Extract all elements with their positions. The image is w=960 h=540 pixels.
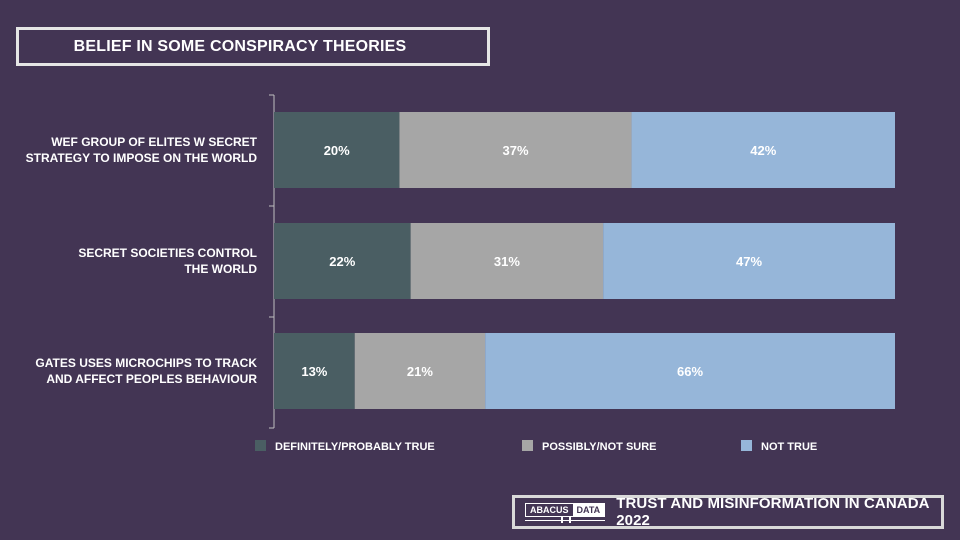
logo-right-word: DATA	[572, 504, 605, 516]
legend-label-1: POSSIBLY/NOT SURE	[542, 441, 657, 453]
bar-segment-1-0	[274, 223, 411, 299]
data-label-1-1: 31%	[494, 254, 520, 269]
legend-label-2: NOT TRUE	[761, 441, 817, 453]
legend-label-0: DEFINITELY/PROBABLY TRUE	[275, 441, 435, 453]
stacked-bar-chart: 20% 37% 42% WEF GROUP OF ELITES W SECRET STR…	[26, 94, 895, 453]
category-label-1-1: THE WORLD	[184, 262, 257, 276]
data-label-0-0: 20%	[324, 143, 350, 158]
bar-segment-1-1	[410, 223, 604, 299]
category-label-0-0: WEF GROUP OF ELITES W SECRET	[51, 135, 257, 149]
data-label-1-2: 47%	[736, 254, 762, 269]
bar-segment-2-0	[274, 333, 355, 409]
legend-swatch-1	[522, 440, 533, 451]
bar-segment-0-1	[399, 112, 632, 188]
data-label-1-0: 22%	[329, 254, 355, 269]
category-label-2-0: GATES USES MICROCHIPS TO TRACK	[35, 356, 257, 370]
category-label-0-1: STRATEGY TO IMPOSE ON THE WORLD	[26, 151, 258, 165]
bar-segment-0-0	[274, 112, 400, 188]
logo-left-word: ABACUS	[530, 505, 569, 515]
bar-segment-2-2	[485, 333, 895, 409]
abacus-data-logo: ABACUS DATA	[525, 503, 606, 523]
legend-swatch-2	[741, 440, 752, 451]
footer-box: ABACUS DATA TRUST AND MISINFORMATION IN …	[512, 495, 944, 529]
footer-title: TRUST AND MISINFORMATION IN CANADA 2022	[616, 495, 930, 529]
chart-title: BELIEF IN SOME CONSPIRACY THEORIES	[73, 37, 407, 55]
bar-segment-1-2	[603, 223, 895, 299]
bar-segment-2-1	[354, 333, 486, 409]
data-label-0-1: 37%	[502, 143, 528, 158]
legend-swatch-0	[255, 440, 266, 451]
data-label-2-2: 66%	[677, 364, 703, 379]
data-label-2-0: 13%	[301, 364, 327, 379]
category-label-2-1: AND AFFECT PEOPLES BEHAVIOUR	[46, 372, 257, 386]
title-box: BELIEF IN SOME CONSPIRACY THEORIES	[16, 27, 490, 66]
data-label-2-1: 21%	[407, 364, 433, 379]
category-label-1-0: SECRET SOCIETIES CONTROL	[78, 246, 257, 260]
data-label-0-2: 42%	[750, 143, 776, 158]
bar-segment-0-2	[631, 112, 895, 188]
